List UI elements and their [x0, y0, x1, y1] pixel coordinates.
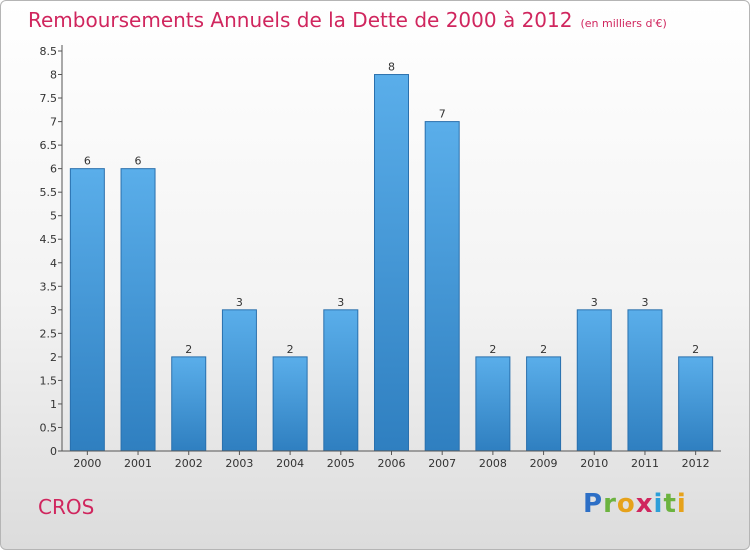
bar-2005 — [323, 309, 359, 452]
x-tick-label-2008: 2008 — [479, 457, 507, 470]
proxiti-logo: Proxiti — [583, 489, 687, 519]
bar-2010 — [576, 309, 612, 452]
bars-group: 6 6 2 3 2 3 8 7 2 2 3 3 2 — [69, 61, 714, 452]
logo-letter: x — [635, 489, 654, 519]
data-label-2012: 2 — [692, 343, 699, 356]
x-tick-label-2003: 2003 — [225, 457, 253, 470]
data-label-2011: 3 — [641, 296, 648, 309]
logo-letter: t — [663, 489, 677, 519]
bar-2004 — [272, 356, 308, 452]
y-tick-label: 7 — [50, 116, 57, 129]
data-label-2005: 3 — [337, 296, 344, 309]
y-tick-label: 2.5 — [40, 327, 58, 340]
y-tick-label: 8.5 — [40, 45, 58, 58]
x-tick-label-2004: 2004 — [276, 457, 304, 470]
chart-subtitle: (en milliers d'€) — [580, 17, 667, 30]
logo-letter: o — [616, 489, 636, 519]
commune-name: CROS — [38, 495, 95, 519]
logo-letter: i — [653, 489, 664, 519]
x-tick-label-2006: 2006 — [378, 457, 406, 470]
chart-title: Remboursements Annuels de la Dette de 20… — [28, 8, 667, 32]
data-label-2000: 6 — [84, 155, 91, 168]
bar-2006 — [374, 74, 409, 452]
x-tick-label-2002: 2002 — [175, 457, 203, 470]
bar-2012 — [678, 356, 714, 452]
y-tick-label: 6 — [50, 163, 57, 176]
bar-2003 — [221, 309, 257, 452]
logo-letter: P — [583, 489, 604, 519]
y-tick-label: 8 — [50, 69, 57, 82]
y-tick-label: 1 — [50, 398, 57, 411]
y-tick-label: 2 — [50, 351, 57, 364]
y-tick-label: 5 — [50, 210, 57, 223]
y-tick-label: 6.5 — [40, 139, 58, 152]
y-tick-label: 1.5 — [40, 374, 58, 387]
x-tick-label-2011: 2011 — [631, 457, 659, 470]
y-tick-label: 7.5 — [40, 92, 58, 105]
data-label-2004: 2 — [287, 343, 294, 356]
data-label-2001: 6 — [135, 155, 142, 168]
chart-title-text: Remboursements Annuels de la Dette de 20… — [28, 8, 573, 32]
x-tick-label-2009: 2009 — [530, 457, 558, 470]
x-tick-label-2012: 2012 — [682, 457, 710, 470]
y-tick-label: 5.5 — [40, 186, 58, 199]
data-label-2009: 2 — [540, 343, 547, 356]
y-tick-label: 0 — [50, 445, 57, 458]
bar-2008 — [475, 356, 511, 452]
y-tick-label: 4 — [50, 257, 57, 270]
bar-2011 — [627, 309, 663, 452]
data-label-2008: 2 — [489, 343, 496, 356]
x-tick-label-2001: 2001 — [124, 457, 152, 470]
logo-letter: i — [676, 489, 687, 519]
x-tick-label-2000: 2000 — [73, 457, 101, 470]
bar-2007 — [424, 121, 460, 452]
bar-2001 — [120, 168, 156, 452]
x-tick-label-2007: 2007 — [428, 457, 456, 470]
x-axis: 2000 2001 2002 2003 2004 2005 2006 2007 2008 2009… — [62, 450, 721, 470]
data-label-2003: 3 — [236, 296, 243, 309]
bar-2002 — [171, 356, 207, 452]
data-label-2010: 3 — [591, 296, 598, 309]
bar-2009 — [526, 356, 562, 452]
y-tick-label: 0.5 — [40, 421, 58, 434]
data-label-2006: 8 — [388, 61, 395, 74]
y-tick-label: 4.5 — [40, 233, 58, 246]
y-tick-label: 3 — [50, 304, 57, 317]
data-label-2007: 7 — [439, 108, 446, 121]
x-tick-label-2010: 2010 — [580, 457, 608, 470]
data-label-2002: 2 — [185, 343, 192, 356]
y-axis: 0 0.5 1 1.5 2 2.5 3 3.5 4 4.5 5 5.5 6 6.5 7 7.5 8 8.5 — [40, 45, 63, 458]
x-tick-label-2005: 2005 — [327, 457, 355, 470]
y-tick-label: 3.5 — [40, 280, 58, 293]
logo-letter: r — [603, 489, 617, 519]
bar-2000 — [69, 168, 105, 452]
